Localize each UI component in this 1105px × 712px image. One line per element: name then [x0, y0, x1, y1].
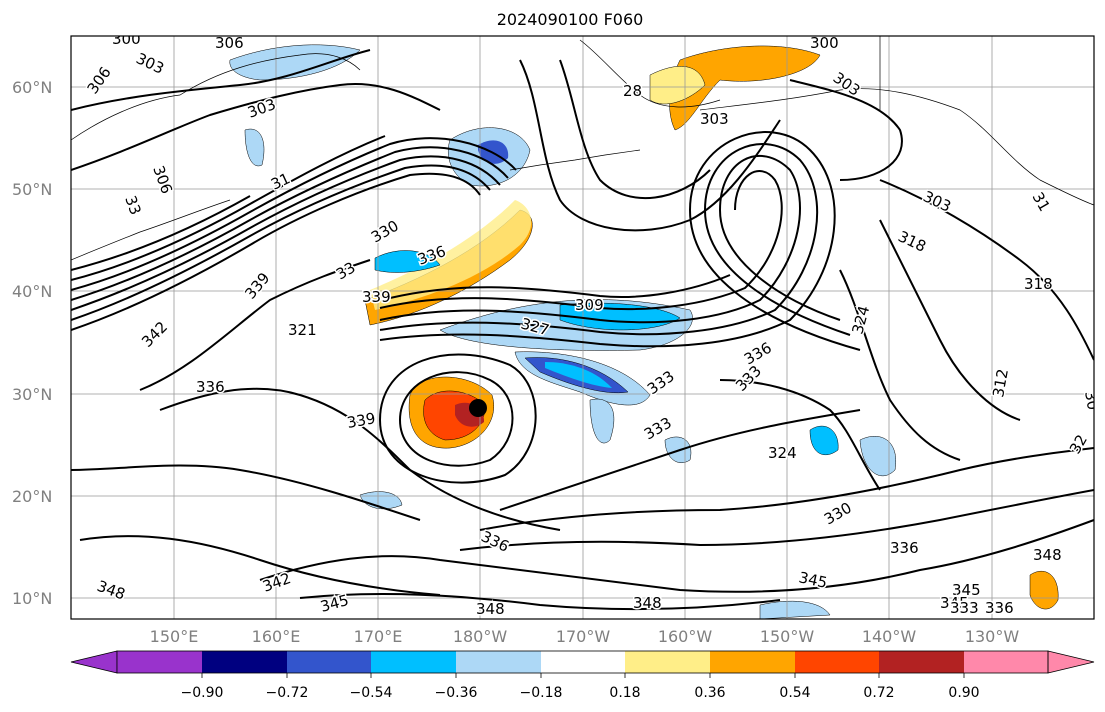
shade-ne-orange [1029, 570, 1059, 610]
shade-west-blue [244, 128, 265, 167]
colorbar-segment [202, 651, 287, 673]
lon-label: 160°E [252, 627, 301, 646]
lon-label: 150°E [150, 627, 199, 646]
contour-lines [71, 49, 1094, 611]
contour-label: 321 [288, 321, 317, 339]
lon-label: 170°E [354, 627, 403, 646]
storm-center-marker [469, 399, 487, 417]
contour-label: 30 [1081, 390, 1102, 412]
contour-label: 336 [196, 378, 225, 396]
lon-label: 130°W [965, 627, 1020, 646]
shade-jet-front-yellow [370, 200, 532, 310]
lat-label: 20°N [12, 487, 52, 506]
lon-label: 150°W [760, 627, 815, 646]
contour-label: 348 [476, 600, 505, 618]
contour-label: 348 [1033, 546, 1062, 564]
shade-east-blue2 [859, 436, 897, 476]
shade-mid-blue [589, 398, 615, 444]
colorbar: −0.90 −0.72 −0.54 −0.36 −0.18 0.18 0.36 … [70, 650, 1095, 701]
shade-alaska-yellow [649, 66, 706, 105]
shade-cell-core [545, 362, 612, 388]
contour-label: 324 [768, 444, 797, 462]
colorbar-label: −0.18 [520, 685, 563, 701]
lon-label: 180°W [453, 627, 508, 646]
shade-south-blue [759, 600, 831, 619]
contour-label: 306 [215, 34, 244, 52]
contour-label: 318 [1024, 275, 1053, 293]
lat-label: 60°N [12, 78, 52, 97]
colorbar-segment [710, 651, 795, 673]
coastlines [71, 36, 1094, 261]
colorbar-label: −0.36 [435, 685, 478, 701]
colorbar-segment [795, 651, 879, 673]
colorbar-label: −0.72 [266, 685, 309, 701]
shade-low-red [423, 390, 486, 441]
lon-label: 170°W [556, 627, 611, 646]
colorbar-segment [541, 651, 625, 673]
lat-label: 30°N [12, 385, 52, 404]
colorbar-label: 0.54 [779, 685, 810, 701]
colorbar-label: 0.36 [694, 685, 725, 701]
contour-label: 303 [700, 110, 729, 128]
colorbar-segment [879, 651, 964, 673]
colorbar-segment [964, 651, 1048, 673]
map-grid [71, 36, 1094, 619]
shade-east-blue1 [809, 425, 839, 455]
shaded-fields [229, 44, 1059, 619]
latitude-axis: 60°N 50°N 40°N 30°N 20°N 10°N [12, 78, 52, 608]
lat-label: 50°N [12, 180, 52, 199]
contour-label: 309 [575, 296, 604, 314]
colorbar-extend-max [1047, 650, 1095, 674]
contour-labels: 300 303 306 306 303 306 31 300 303 303 2… [82, 30, 1102, 619]
contour-label: 339 [346, 409, 377, 432]
colorbar-ticks [201, 673, 965, 678]
contour-label: 345 [940, 594, 969, 612]
colorbar-segment [371, 651, 456, 673]
contour-label: 333 [950, 599, 979, 617]
contour-label: 28 [623, 82, 642, 100]
lat-label: 10°N [12, 589, 52, 608]
contour-label: 300 [112, 30, 141, 48]
lon-label: 140°W [862, 627, 917, 646]
map-plot-area: 300 303 306 306 303 306 31 300 303 303 2… [71, 30, 1102, 619]
contour-label: 348 [633, 594, 662, 612]
colorbar-segment [625, 651, 710, 673]
colorbar-label: −0.54 [350, 685, 393, 701]
colorbar-label: −0.90 [181, 685, 224, 701]
colorbar-segment [287, 651, 371, 673]
colorbar-label: 0.90 [948, 685, 979, 701]
contour-label: 339 [362, 288, 391, 306]
map-title: 2024090100 F060 [496, 10, 644, 29]
colorbar-segment [117, 651, 202, 673]
shade-jet-west-blue [374, 250, 441, 273]
contour-label: 336 [890, 539, 919, 557]
lat-label: 40°N [12, 282, 52, 301]
map-frame [70, 35, 1095, 620]
shade-siberia-blue [229, 44, 361, 81]
lon-label: 160°W [658, 627, 713, 646]
contour-label: 336 [985, 599, 1014, 617]
colorbar-frame [116, 650, 1049, 674]
contour-label: 300 [810, 34, 839, 52]
longitude-axis: 150°E 160°E 170°E 180°W 170°W 160°W 150°… [150, 627, 1020, 646]
shade-alaska-orange [669, 45, 821, 131]
colorbar-label: 0.72 [863, 685, 894, 701]
colorbar-segment [456, 651, 541, 673]
colorbar-label: 0.18 [609, 685, 640, 701]
contour-label: 345 [952, 581, 981, 599]
colorbar-extend-min [70, 650, 118, 674]
